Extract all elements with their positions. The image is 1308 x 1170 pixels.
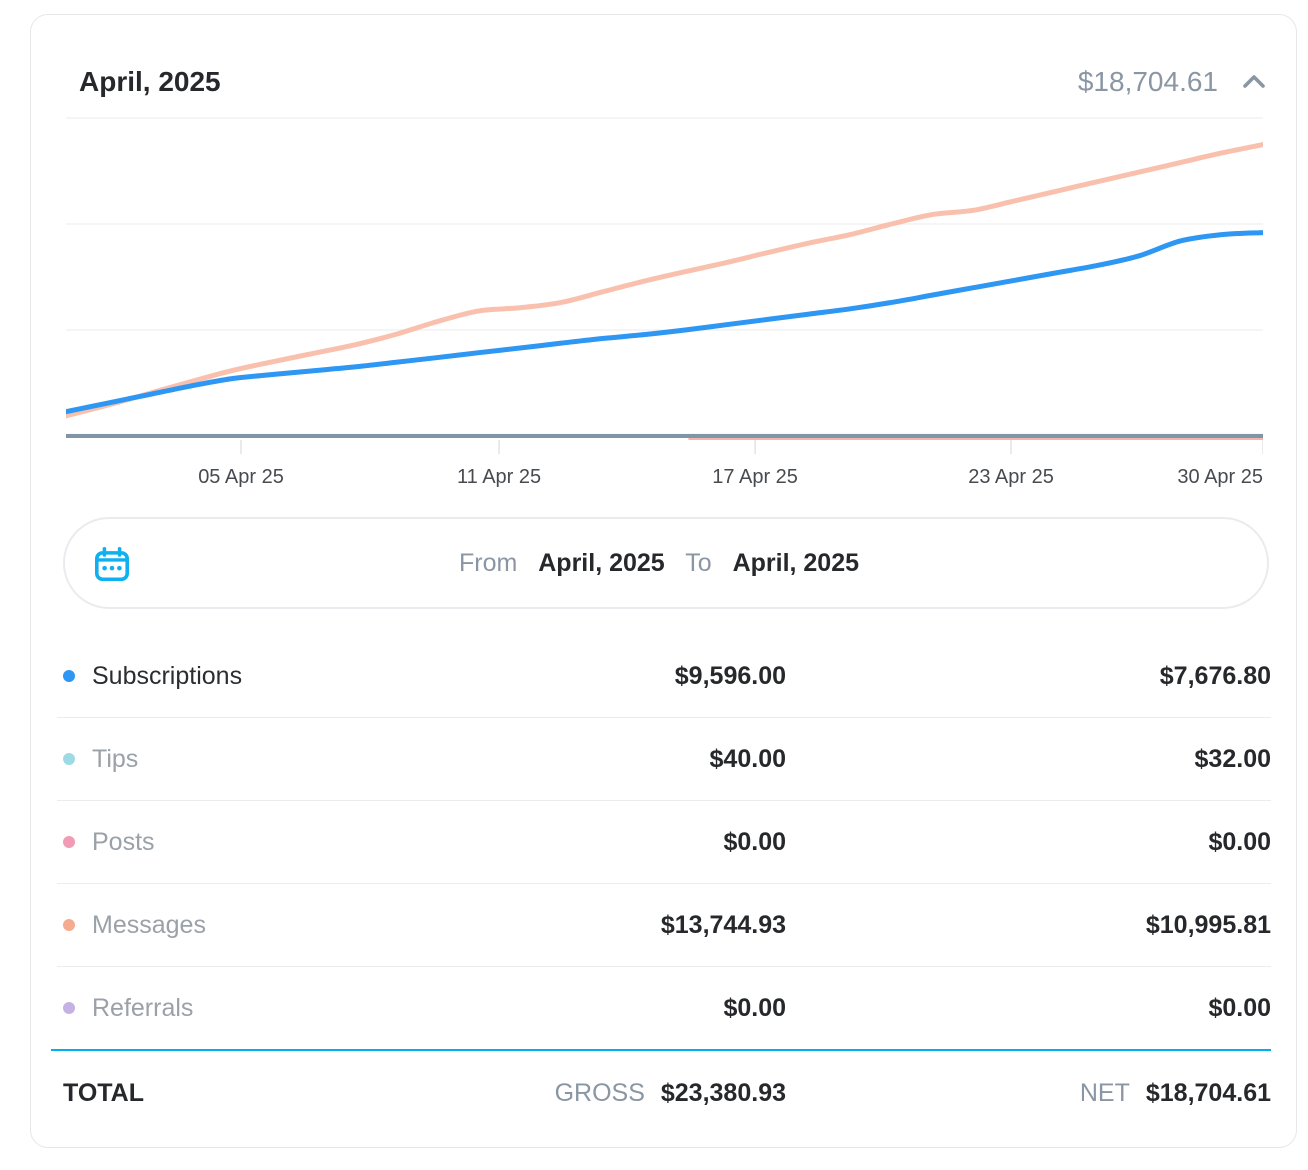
- x-axis-label: 30 Apr 25: [1177, 466, 1263, 488]
- row-net-value: $7,676.80: [1159, 661, 1271, 690]
- x-axis-label: 11 Apr 25: [456, 466, 542, 488]
- gross-total: $23,380.93: [660, 1078, 786, 1107]
- card-header: April, 2025 $18,704.61: [79, 59, 1270, 105]
- x-axis-label: 05 Apr 25: [198, 466, 284, 488]
- net-label: NET: [1079, 1078, 1130, 1107]
- row-gross-value: $40.00: [709, 744, 786, 773]
- from-value[interactable]: April, 2025: [538, 548, 665, 577]
- date-range-text: From April, 2025 To April, 2025: [65, 549, 1267, 578]
- row-label: Subscriptions: [92, 661, 243, 690]
- messages-dot: [63, 919, 75, 931]
- referrals-dot: [63, 1002, 75, 1014]
- row-divider: [57, 966, 1271, 967]
- chevron-up-icon[interactable]: [1238, 66, 1270, 98]
- collapse-toggle[interactable]: $18,704.61: [1078, 66, 1270, 98]
- header-net-total: $18,704.61: [1077, 66, 1218, 97]
- row-divider: [57, 800, 1271, 801]
- table-row-messages: Messages $13,744.93 $10,995.81: [31, 884, 1296, 966]
- net-total: $18,704.61: [1145, 1078, 1271, 1107]
- table-row-referrals: Referrals $0.00 $0.00: [31, 967, 1296, 1049]
- row-net-value: $10,995.81: [1145, 910, 1271, 939]
- posts-dot: [63, 836, 75, 848]
- date-range-picker[interactable]: From April, 2025 To April, 2025: [63, 517, 1269, 609]
- row-net-value: $32.00: [1194, 744, 1271, 773]
- row-gross-value: $0.00: [723, 993, 786, 1022]
- x-axis-labels: 05 Apr 25 11 Apr 25 17 Apr 25 23 Apr 25 30 A…: [66, 463, 1263, 491]
- to-label: To: [685, 548, 712, 577]
- table-row-subscriptions: Subscriptions $9,596.00 $7,676.80: [31, 635, 1296, 717]
- total-divider: [51, 1049, 1271, 1051]
- row-gross-value: $0.00: [723, 827, 786, 856]
- row-net-value: $0.00: [1208, 993, 1271, 1022]
- table-total-row: TOTAL GROSS $23,380.93 NET $18,704.61: [31, 1051, 1296, 1135]
- row-gross-value: $9,596.00: [674, 661, 786, 690]
- total-label: TOTAL: [63, 1078, 145, 1107]
- tips-dot: [63, 753, 75, 765]
- table-row-tips: Tips $40.00 $32.00: [31, 718, 1296, 800]
- row-label: Tips: [92, 744, 139, 773]
- row-gross-value: $13,744.93: [660, 910, 786, 939]
- subscriptions-dot: [63, 670, 75, 682]
- from-label: From: [458, 548, 518, 577]
- calendar-icon[interactable]: [93, 546, 131, 584]
- x-axis-label: 23 Apr 25: [968, 466, 1054, 488]
- row-divider: [57, 883, 1271, 884]
- row-label: Referrals: [92, 993, 194, 1022]
- earnings-statistics-card: April, 2025 $18,704.61 05 Apr 25 11 Apr 2…: [30, 14, 1297, 1148]
- earnings-breakdown-table: Subscriptions $9,596.00 $7,676.80 Tips $…: [31, 635, 1296, 1135]
- row-net-value: $0.00: [1208, 827, 1271, 856]
- row-label: Messages: [92, 910, 206, 939]
- x-axis-label: 17 Apr 25: [712, 466, 798, 488]
- table-row-posts: Posts $0.00 $0.00: [31, 801, 1296, 883]
- page-title: April, 2025: [79, 66, 221, 97]
- earnings-line-chart[interactable]: 05 Apr 25 11 Apr 25 17 Apr 25 23 Apr 25 30 A…: [66, 101, 1263, 505]
- gross-label: GROSS: [554, 1078, 645, 1107]
- to-value[interactable]: April, 2025: [732, 548, 860, 577]
- row-label: Posts: [92, 827, 155, 856]
- row-divider: [57, 717, 1271, 718]
